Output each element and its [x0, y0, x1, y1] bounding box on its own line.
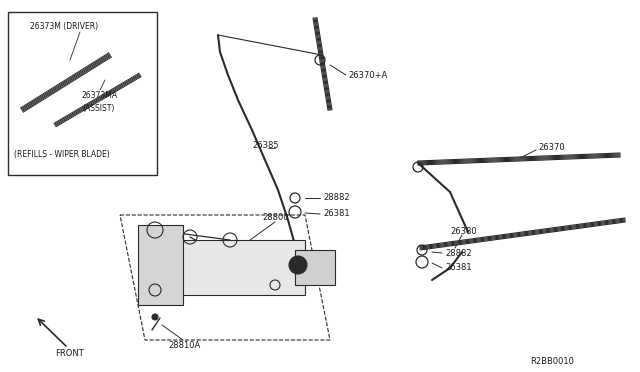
Text: 28882: 28882	[445, 248, 472, 257]
Text: 26370: 26370	[538, 144, 564, 153]
Text: 28882: 28882	[323, 193, 349, 202]
Text: 26373M (DRIVER): 26373M (DRIVER)	[30, 22, 98, 32]
Bar	[295, 250, 335, 285]
Bar	[138, 225, 183, 305]
Text: 28800: 28800	[262, 214, 289, 222]
Text: 26373MA: 26373MA	[82, 90, 118, 99]
Bar	[8, 12, 157, 175]
Bar	[175, 240, 305, 295]
Text: R2BB0010: R2BB0010	[530, 357, 574, 366]
Text: 26385: 26385	[252, 141, 278, 150]
Circle shape	[152, 314, 158, 320]
Circle shape	[289, 256, 307, 274]
Text: 26381: 26381	[323, 209, 349, 218]
Text: 26380: 26380	[450, 228, 477, 237]
Text: (REFILLS - WIPER BLADE): (REFILLS - WIPER BLADE)	[14, 151, 109, 160]
Text: FRONT: FRONT	[55, 350, 84, 359]
Text: (ASSIST): (ASSIST)	[82, 103, 115, 112]
Text: 26381: 26381	[445, 263, 472, 273]
Text: 26370+A: 26370+A	[348, 71, 387, 80]
Text: 28810A: 28810A	[168, 340, 200, 350]
